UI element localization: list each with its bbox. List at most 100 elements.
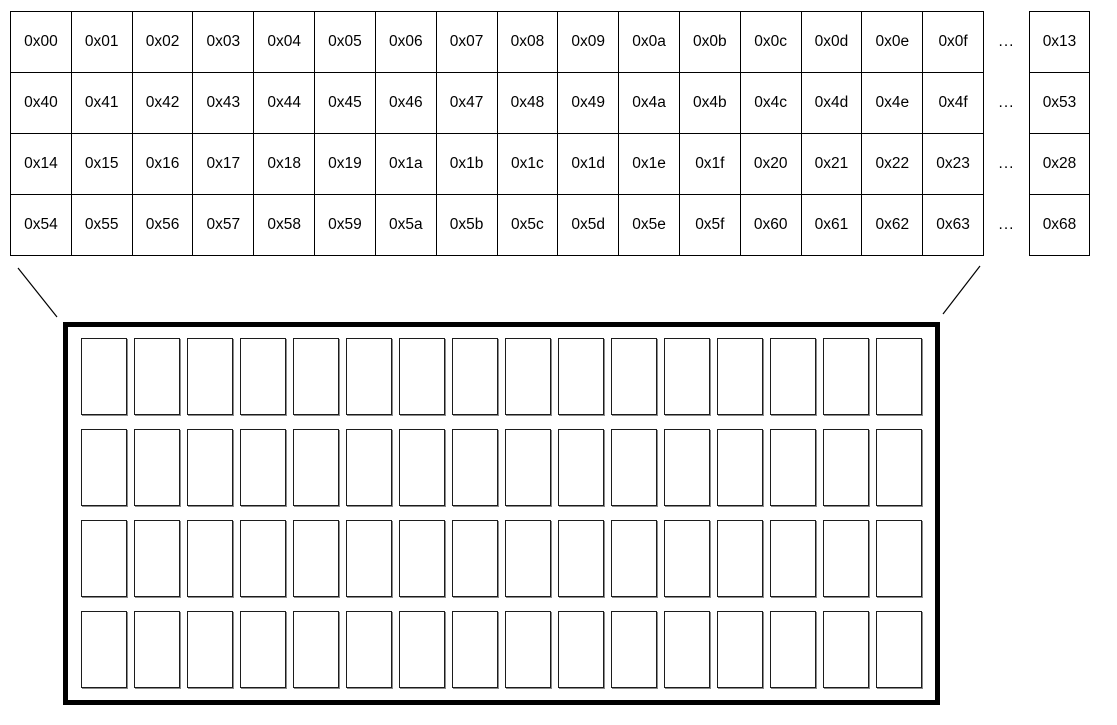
chip-cell [399,429,445,506]
chip-cell [399,338,445,415]
chip-cell [452,429,498,506]
chip-cell [240,338,286,415]
memory-address-cell: 0x5d [557,194,620,256]
memory-address-cell: 0x44 [253,72,316,134]
memory-address-cell: 0x5f [678,194,741,256]
memory-address-cell: 0x4e [861,72,924,134]
chip-cell [187,429,233,506]
memory-table-row: 0x40 0x41 0x42 0x43 0x44 0x45 0x46 0x47 0x48 0x49… [10,72,984,134]
memory-address-cell: 0x4a [618,72,680,134]
chip-cell [134,429,180,506]
memory-address-cell: 0x08 [496,11,559,73]
memory-address-cell: 0x15 [70,133,133,195]
memory-address-cell: 0x1a [374,133,437,195]
chip-cell [664,338,710,415]
memory-address-cell: 0x55 [70,194,133,256]
memory-address-cell: 0x0d [800,11,863,73]
chip-cell [81,611,127,688]
chip-cell [346,611,392,688]
ellipsis-label: ... [998,32,1015,50]
chip-cell [717,611,763,688]
chip-cell [876,520,922,597]
memory-address-cell: 0x4f [922,72,984,134]
chip-cell [611,611,657,688]
right-connector-line [942,265,981,315]
chip-cell [611,338,657,415]
memory-address-cell: 0x16 [131,133,194,195]
memory-address-cell: 0x54 [10,194,72,256]
chip-cell [558,611,604,688]
chip-cell [399,520,445,597]
memory-address-cell: 0x14 [10,133,72,195]
chip-cell [240,611,286,688]
chip-cell [823,611,869,688]
chip-outline [63,322,940,705]
memory-address-cell: 0x1c [496,133,559,195]
chip-cell [823,338,869,415]
memory-address-cell: 0x1f [678,133,741,195]
memory-address-cell: 0x5b [435,194,498,256]
chip-cell [187,520,233,597]
memory-address-cell: 0x1d [557,133,620,195]
memory-address-cell: 0x41 [70,72,133,134]
memory-table-row: 0x00 0x01 0x02 0x03 0x04 0x05 0x06 0x07 0x08 0x09… [10,11,984,73]
chip-cell [452,338,498,415]
memory-address-cell: 0x5e [618,194,680,256]
chip-cell [770,338,816,415]
memory-address-cell: 0x03 [192,11,255,73]
memory-address-cell: 0x60 [739,194,802,256]
chip-row [81,429,922,506]
memory-address-cell: 0x19 [314,133,376,195]
tail-address-table-body: 0x13 0x53 0x28 0x68 [1029,11,1090,256]
chip-row [81,520,922,597]
chip-cell [717,429,763,506]
chip-cell [611,429,657,506]
chip-cell [823,520,869,597]
tail-address-cell: 0x68 [1029,194,1090,256]
tail-address-table: 0x13 0x53 0x28 0x68 [1029,11,1090,256]
memory-address-cell: 0x43 [192,72,255,134]
memory-address-cell: 0x17 [192,133,255,195]
memory-address-cell: 0x45 [314,72,376,134]
tail-table-row: 0x28 [1029,133,1090,195]
memory-address-cell: 0x0c [739,11,802,73]
ellipsis-label: ... [998,93,1015,111]
memory-address-cell: 0x46 [374,72,437,134]
chip-cell [611,520,657,597]
memory-address-cell: 0x42 [131,72,194,134]
memory-address-cell: 0x5c [496,194,559,256]
ellipsis-column: ............ [984,11,1029,255]
chip-cell [187,611,233,688]
tail-table-row: 0x68 [1029,194,1090,256]
chip-cell [664,429,710,506]
chip-cell [187,338,233,415]
chip-cell [505,429,551,506]
memory-address-cell: 0x01 [70,11,133,73]
chip-cell [452,611,498,688]
memory-address-cell: 0x4c [739,72,802,134]
memory-address-cell: 0x4d [800,72,863,134]
memory-address-cell: 0x09 [557,11,620,73]
ellipsis-label: ... [998,215,1015,233]
memory-address-cell: 0x49 [557,72,620,134]
tail-address-cell: 0x53 [1029,72,1090,134]
tail-address-cell: 0x13 [1029,11,1090,73]
memory-address-cell: 0x06 [374,11,437,73]
tail-table-row: 0x13 [1029,11,1090,73]
chip-cell [664,520,710,597]
chip-cell [823,429,869,506]
chip-row [81,611,922,688]
chip-cell [505,520,551,597]
chip-cell [717,338,763,415]
chip-cell [399,611,445,688]
tail-table-row: 0x53 [1029,72,1090,134]
memory-address-cell: 0x1e [618,133,680,195]
chip-cell [134,611,180,688]
memory-table-row: 0x54 0x55 0x56 0x57 0x58 0x59 0x5a 0x5b 0x5c 0x5d… [10,194,984,256]
memory-address-cell: 0x40 [10,72,72,134]
chip-cell [293,338,339,415]
ellipsis-label: ... [998,154,1015,172]
memory-address-cell: 0x61 [800,194,863,256]
chip-cell [134,520,180,597]
memory-address-cell: 0x0f [922,11,984,73]
